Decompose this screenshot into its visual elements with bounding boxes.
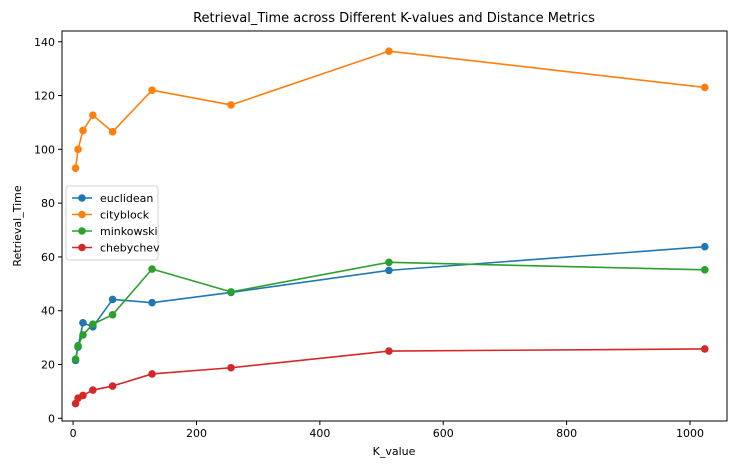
chebychev-point: [700, 345, 709, 353]
cityblock-point: [89, 111, 97, 119]
cityblock-line: [74, 50, 705, 169]
cityblock-point: [385, 47, 393, 55]
legend-cityblock-marker: [78, 210, 86, 219]
cityblock-point: [148, 86, 156, 94]
minkowski-point: [74, 341, 82, 350]
euclidean-point: [148, 298, 156, 307]
legend-chebychev-marker: [78, 243, 86, 252]
cityblock-point: [79, 126, 87, 135]
legend-minkowski-label: minkowski: [100, 225, 158, 238]
x-tick-label: 800: [556, 427, 577, 440]
euclidean-point: [385, 266, 393, 275]
cityblock-point: [700, 83, 709, 92]
minkowski-point: [79, 331, 87, 339]
minkowski-point: [700, 266, 709, 274]
minkowski-point: [148, 265, 156, 273]
x-tick-label: 400: [309, 427, 330, 440]
minkowski-point: [89, 320, 97, 328]
legend: euclidean cityblock minkowski chebychev: [65, 185, 160, 261]
cityblock-point: [74, 145, 82, 154]
y-axis: 0 20 40 60 80 100 120 140: [34, 36, 62, 425]
legend-minkowski-marker: [78, 227, 86, 235]
y-tick-label: 120: [34, 90, 55, 103]
legend-box: [65, 185, 159, 261]
x-axis-label: K_value: [373, 445, 416, 458]
x-tick-label: 200: [186, 427, 207, 440]
chebychev-point: [227, 363, 235, 372]
euclidean-point: [108, 295, 117, 304]
chebychev-point: [385, 347, 393, 355]
cityblock-point: [227, 101, 235, 109]
y-tick-label: 40: [41, 305, 55, 318]
x-axis: 0 200 400 600 800 1000: [70, 421, 704, 440]
y-tick-label: 100: [34, 143, 55, 156]
chebychev-line: [74, 348, 705, 404]
chebychev-point: [148, 370, 156, 378]
euclidean-point: [700, 242, 709, 251]
y-tick-label: 80: [41, 197, 55, 210]
chart-title: Retrieval_Time across Different K-values…: [193, 11, 595, 26]
chebychev-point: [89, 386, 97, 394]
y-axis-label: Retrieval_Time: [11, 185, 24, 267]
minkowski-point: [227, 288, 235, 296]
minkowski-point: [71, 355, 80, 363]
chebychev-point: [79, 391, 87, 400]
x-tick-label: 600: [433, 427, 454, 440]
legend-euclidean-marker: [78, 194, 86, 202]
plot-area: [71, 47, 709, 408]
cityblock-point: [108, 128, 117, 136]
chebychev-point: [108, 382, 117, 390]
y-tick-label: 60: [41, 251, 55, 264]
x-tick-label: 1000: [676, 427, 704, 440]
y-tick-label: 140: [34, 36, 55, 49]
legend-chebychev-label: chebychev: [100, 242, 160, 255]
plot-frame: [61, 30, 728, 422]
cityblock-point: [71, 164, 80, 172]
legend-euclidean-label: euclidean: [100, 192, 153, 205]
y-tick-label: 0: [48, 412, 55, 425]
legend-cityblock-label: cityblock: [100, 209, 150, 222]
minkowski-point: [385, 258, 393, 267]
minkowski-point: [108, 310, 117, 319]
euclidean-point: [79, 319, 87, 327]
y-tick-label: 20: [41, 359, 55, 372]
x-tick-label: 0: [70, 427, 77, 440]
minkowski-line: [74, 261, 705, 360]
